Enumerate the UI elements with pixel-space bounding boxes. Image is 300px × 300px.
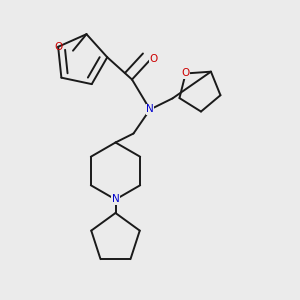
Text: O: O [54, 42, 62, 52]
Text: O: O [182, 68, 190, 79]
Text: O: O [149, 54, 158, 64]
Text: N: N [112, 194, 119, 205]
Text: N: N [146, 104, 154, 115]
